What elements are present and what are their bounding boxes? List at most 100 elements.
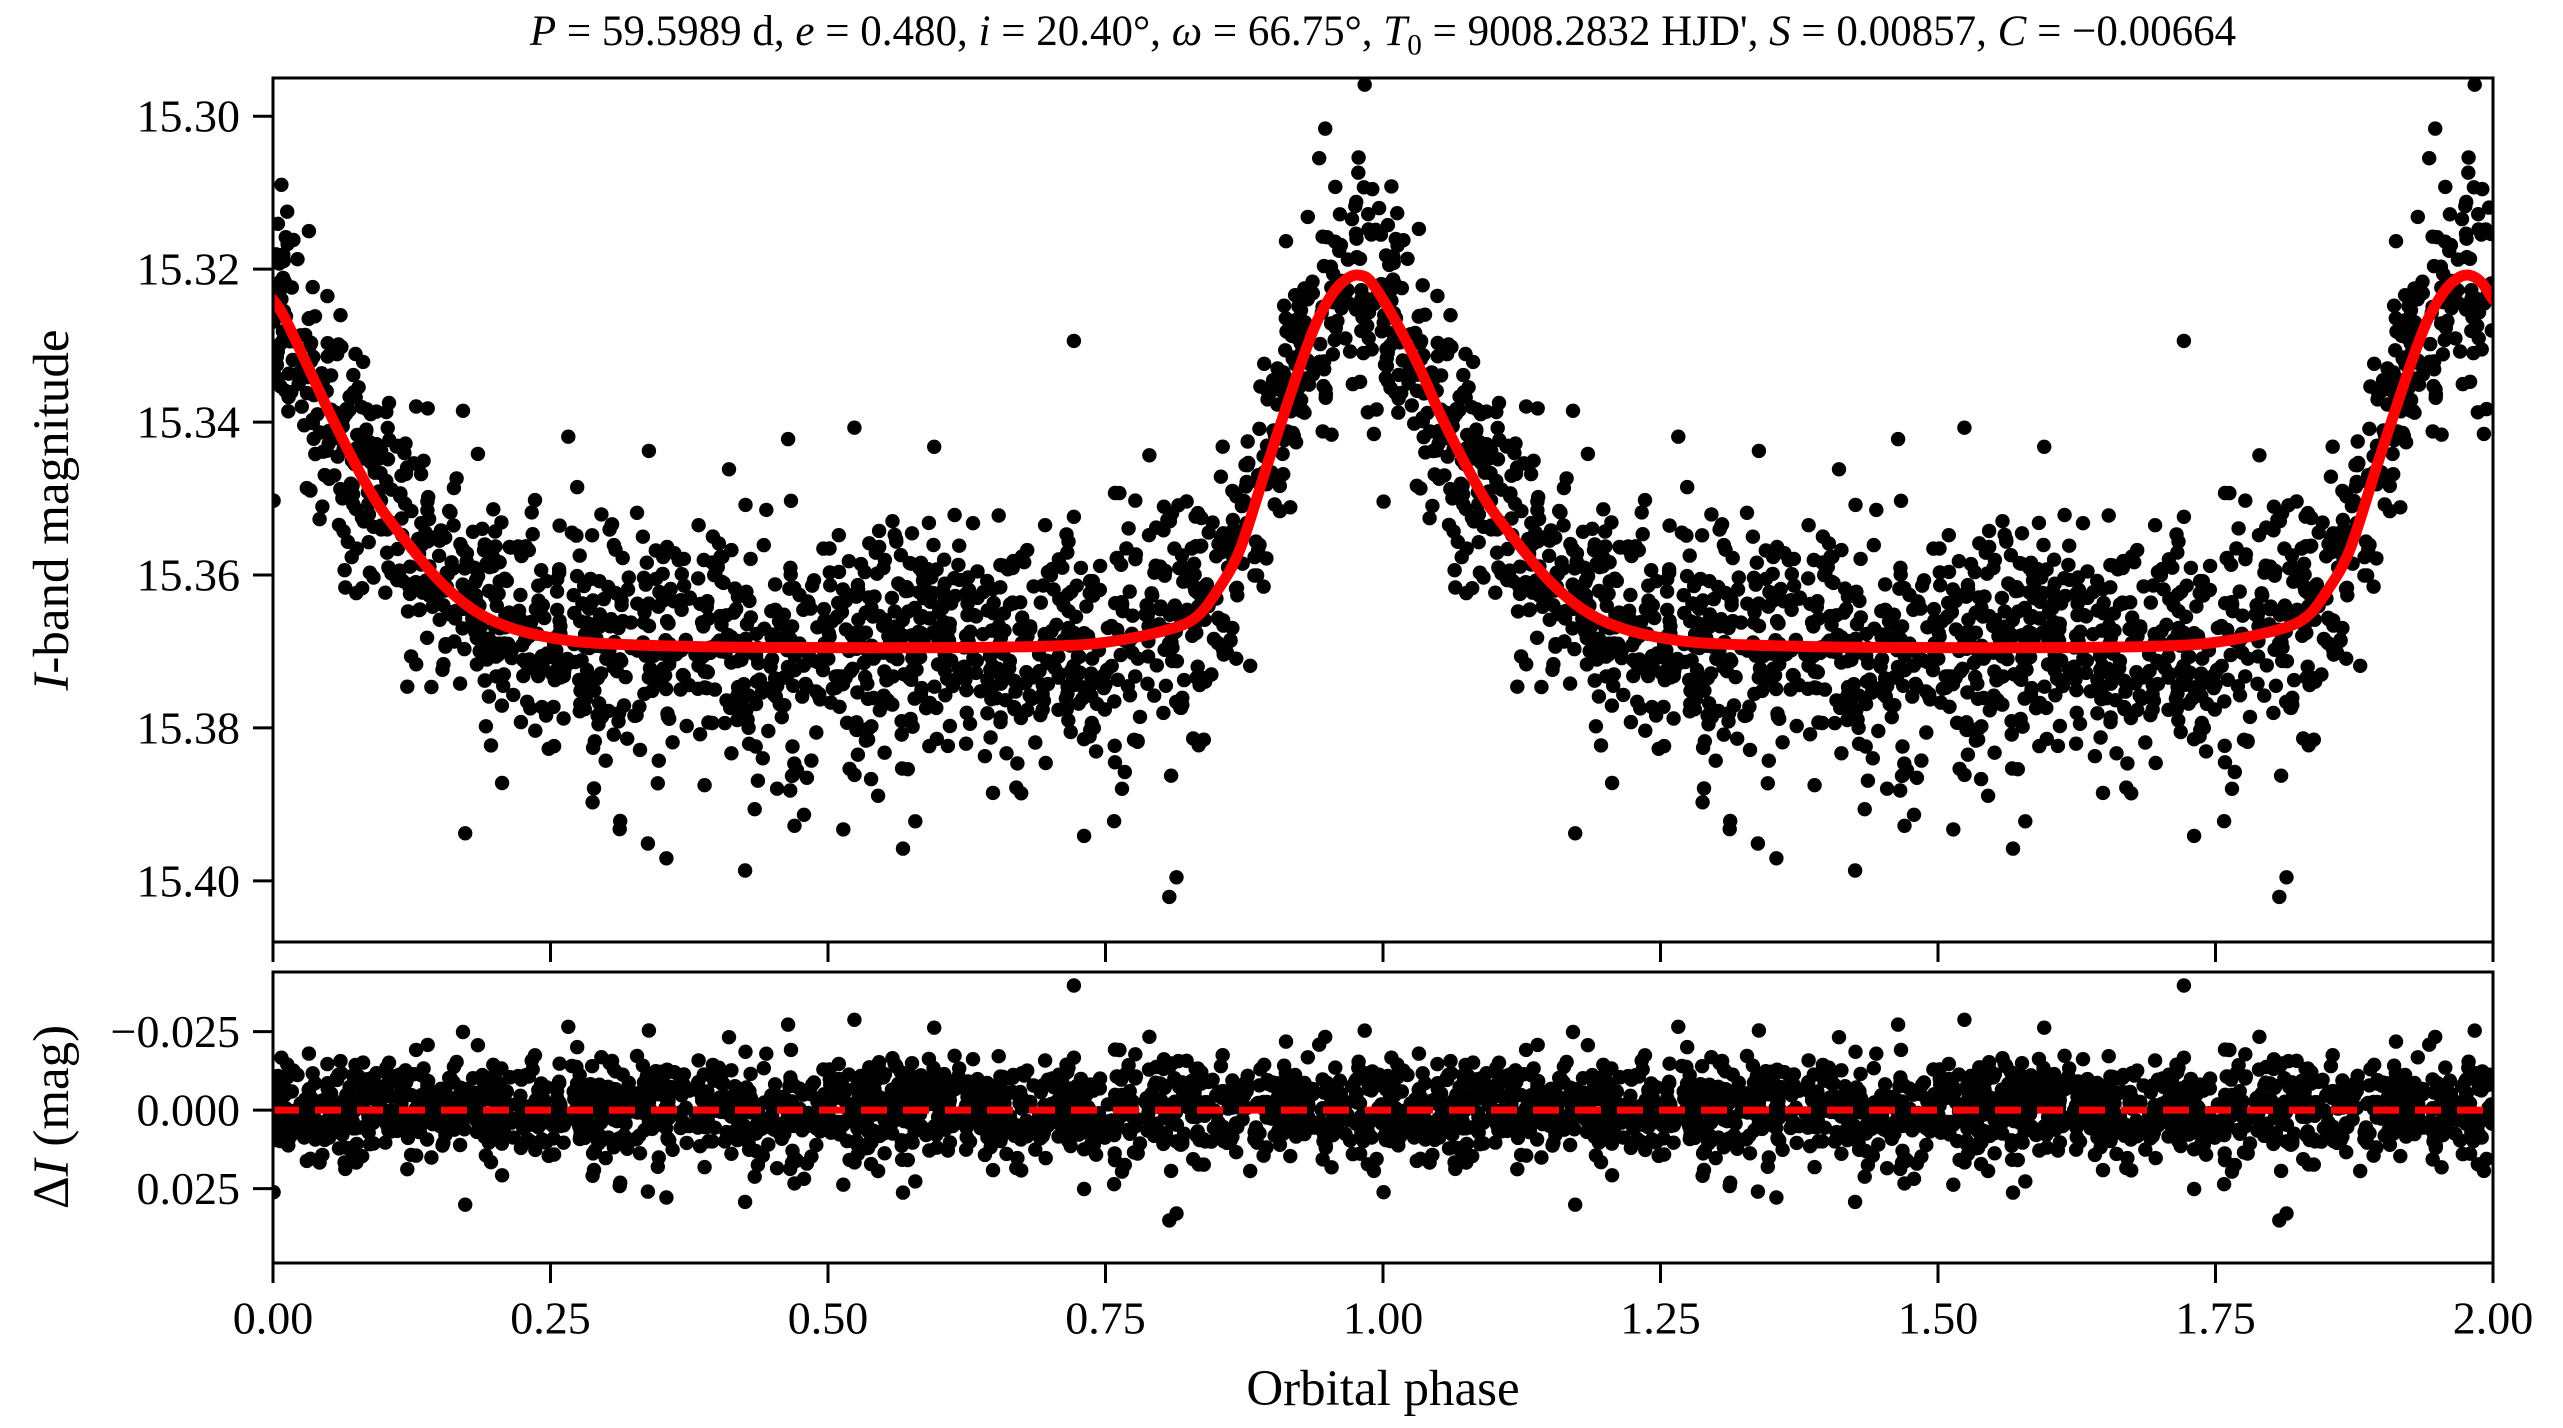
data-point — [1422, 424, 1438, 439]
data-point — [2461, 150, 2476, 165]
data-point — [486, 502, 501, 517]
data-point — [1290, 330, 1305, 346]
data-point — [2062, 572, 2077, 588]
data-point — [1432, 431, 1448, 446]
data-point — [1750, 836, 1766, 851]
data-point — [1909, 679, 1925, 694]
data-point — [2370, 392, 2385, 407]
data-point — [305, 279, 320, 295]
data-point — [1412, 336, 1428, 351]
data-point — [842, 761, 857, 776]
data-point — [2452, 344, 2468, 359]
data-point — [1162, 607, 1178, 622]
data-point — [1366, 426, 1382, 442]
data-point — [1920, 654, 1935, 670]
data-point — [1697, 734, 1713, 749]
data-point — [2120, 756, 2135, 771]
residual-point — [1897, 1176, 1912, 1191]
data-point — [2061, 557, 2076, 573]
data-point — [1119, 541, 1134, 556]
data-point — [2267, 565, 2282, 580]
data-point — [1036, 578, 1051, 593]
data-point — [348, 346, 363, 362]
data-point — [556, 711, 571, 726]
data-point — [294, 399, 309, 414]
data-point — [1140, 676, 1155, 691]
data-point — [1651, 741, 1666, 756]
data-point — [1365, 181, 1380, 197]
data-point — [2266, 499, 2282, 514]
data-point — [599, 651, 614, 666]
data-point — [767, 671, 783, 686]
data-point — [963, 624, 978, 639]
residual-point — [1411, 1046, 1427, 1061]
residual-point — [769, 1161, 785, 1176]
data-point — [1859, 626, 1874, 642]
data-point — [534, 563, 549, 578]
residual-point — [2186, 1181, 2202, 1197]
data-point — [676, 578, 692, 593]
data-point — [442, 503, 457, 519]
data-point — [948, 588, 963, 604]
data-point — [1807, 778, 1822, 793]
data-point — [1752, 661, 1768, 676]
data-point — [674, 567, 689, 582]
data-point — [1357, 78, 1372, 92]
data-point — [1247, 549, 1262, 565]
data-point — [1107, 755, 1123, 770]
residual-point — [2109, 1146, 2124, 1162]
data-point — [2168, 691, 2184, 706]
data-point — [446, 518, 461, 533]
data-point — [458, 826, 473, 841]
data-point — [393, 439, 408, 454]
data-point — [1815, 529, 1831, 544]
data-point — [1390, 206, 1405, 221]
data-point — [831, 528, 846, 543]
data-point — [2362, 421, 2377, 436]
data-point — [1786, 578, 1802, 593]
data-point — [1563, 536, 1578, 552]
data-point — [1384, 179, 1399, 194]
data-point — [2146, 578, 2161, 593]
data-point — [1092, 582, 1108, 598]
data-point — [2058, 588, 2073, 604]
data-point — [620, 582, 636, 597]
data-point — [1036, 693, 1052, 708]
data-point — [592, 607, 608, 622]
data-point — [1614, 650, 1629, 666]
data-point — [810, 620, 825, 635]
data-point — [2351, 455, 2366, 471]
residual-point — [2251, 1062, 2267, 1077]
data-point — [1700, 670, 1716, 686]
data-point — [801, 595, 816, 610]
data-point — [1730, 582, 1746, 597]
data-point — [539, 573, 554, 589]
data-point — [1364, 342, 1379, 357]
data-point — [1229, 651, 1244, 666]
data-point — [787, 756, 802, 771]
data-point — [1141, 528, 1157, 543]
residual-point — [1634, 1053, 1649, 1068]
data-point — [1453, 476, 1469, 491]
data-point — [1162, 889, 1177, 905]
data-point — [885, 514, 900, 529]
data-point — [1361, 207, 1376, 222]
data-point — [467, 624, 483, 639]
data-point — [2442, 207, 2458, 222]
residual-point — [904, 1056, 920, 1071]
data-point — [432, 612, 447, 627]
residual-point — [783, 1042, 799, 1058]
data-point — [531, 593, 546, 608]
residual-point — [787, 1176, 802, 1191]
data-point — [1674, 525, 1690, 540]
data-point — [570, 479, 585, 495]
data-point — [1869, 502, 1884, 518]
data-point — [538, 708, 554, 723]
data-point — [1471, 535, 1486, 550]
residual-point — [1848, 1044, 1863, 1060]
data-point — [769, 781, 785, 796]
data-point — [379, 404, 394, 420]
data-point — [2186, 732, 2202, 747]
data-point — [2123, 710, 2139, 726]
data-point — [1068, 609, 1084, 624]
